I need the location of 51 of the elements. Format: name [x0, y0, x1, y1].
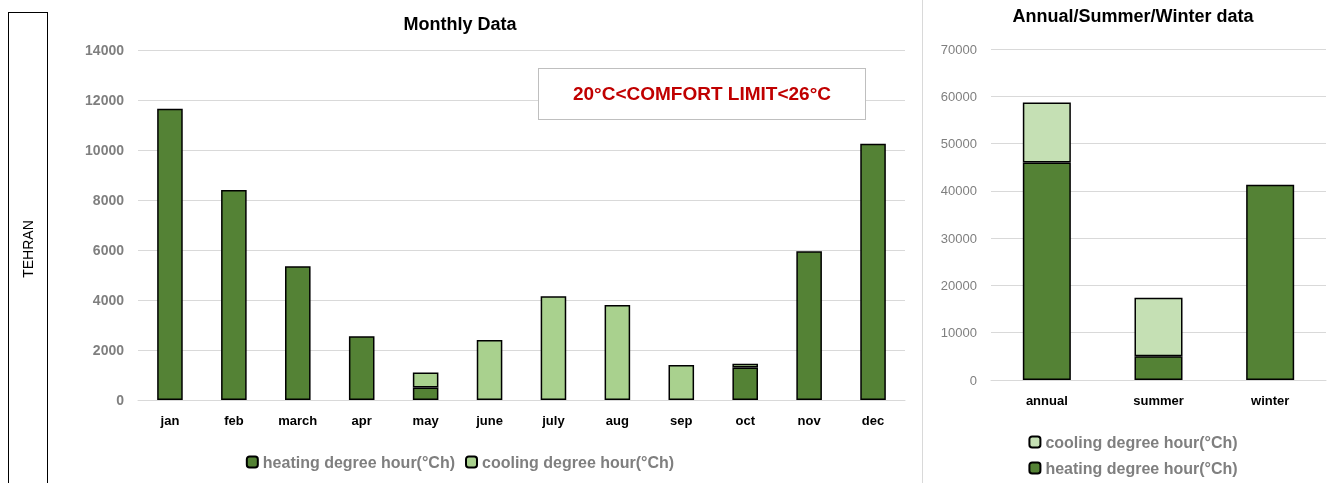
y-tick-label: 0: [969, 372, 977, 388]
x-tick-label: june: [475, 413, 503, 428]
legend-label: heating degree hour(°Ch): [262, 453, 456, 471]
y-tick-label: 8000: [92, 192, 125, 208]
legend-label: cooling degree hour(°Ch): [1045, 433, 1238, 451]
y-tick-label: 50000: [940, 136, 977, 152]
x-tick-label: summer: [1133, 393, 1184, 408]
x-tick-label: march: [278, 413, 318, 428]
chart-title: Annual/Summer/Winter data: [1012, 6, 1255, 26]
label-box: TEHRAN: [8, 12, 48, 483]
x-tick-label: may: [412, 413, 440, 428]
y-tick-label: 6000: [92, 242, 125, 258]
y-tick-label: 10000: [940, 325, 977, 341]
bar: [668, 365, 695, 400]
x-tick-label: july: [541, 413, 566, 428]
y-tick-label: 60000: [940, 88, 977, 104]
bar: [860, 143, 886, 400]
y-tick-label: 14000: [85, 42, 125, 58]
y-tick-label: 2000: [92, 342, 125, 358]
x-tick-label: feb: [224, 413, 244, 428]
x-tick-label: annual: [1025, 393, 1068, 408]
y-tick-label: 10000: [85, 142, 125, 158]
x-tick-label: winter: [1250, 393, 1290, 408]
y-tick-label: 40000: [940, 183, 977, 199]
note-box: 20°C<COMFORT LIMIT<26°C: [538, 68, 866, 120]
bar: [540, 296, 567, 400]
y-tick-label: 20000: [940, 277, 977, 293]
chart-title: Monthly Data: [403, 14, 518, 34]
x-tick-label: aug: [605, 413, 629, 428]
bar: [157, 108, 183, 400]
bar: [348, 336, 375, 400]
bar: [796, 251, 822, 400]
x-tick-label: nov: [797, 413, 822, 428]
x-tick-label: jan: [159, 413, 180, 428]
bar: [476, 340, 503, 400]
x-tick-label: apr: [351, 413, 372, 428]
legend-label: cooling degree hour(°Ch): [482, 453, 675, 471]
x-tick-label: sep: [670, 413, 693, 428]
bar: [285, 266, 311, 400]
legend-label: heating degree hour(°Ch): [1045, 459, 1238, 477]
y-tick-label: 0: [116, 392, 125, 408]
bar: [1246, 184, 1295, 380]
x-tick-label: dec: [861, 413, 885, 428]
x-tick-label: oct: [735, 413, 756, 428]
y-tick-label: 4000: [92, 292, 125, 308]
y-tick-label: 30000: [940, 230, 977, 246]
y-tick-label: 70000: [940, 41, 977, 57]
bar: [604, 305, 631, 400]
y-tick-label: 12000: [85, 92, 125, 108]
bar: [221, 190, 247, 400]
bar: [732, 367, 758, 400]
